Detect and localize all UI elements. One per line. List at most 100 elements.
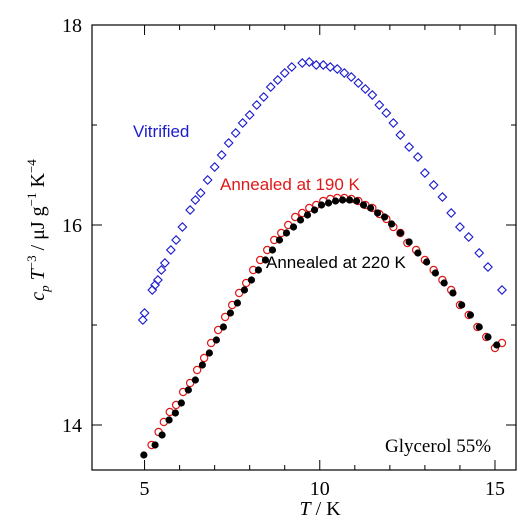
data-point	[258, 92, 269, 102]
data-point	[381, 108, 392, 118]
data-point	[240, 286, 249, 294]
data-point	[275, 236, 284, 244]
tick-labels: 5 10 15 14 16 18	[62, 15, 505, 500]
data-point	[223, 138, 234, 148]
data-point	[216, 150, 227, 160]
data-point	[458, 301, 466, 309]
data-point	[339, 68, 350, 78]
data-point	[482, 262, 493, 272]
data-point	[158, 431, 166, 439]
data-point	[233, 299, 242, 307]
data-point	[198, 361, 206, 369]
data-point	[272, 75, 283, 85]
x-axis-label: T / K	[299, 498, 341, 520]
data-point	[359, 201, 368, 209]
data-point	[318, 60, 329, 70]
data-point	[324, 199, 333, 207]
data-point	[297, 58, 308, 68]
data-point	[268, 246, 277, 254]
data-point	[192, 365, 202, 375]
data-point	[423, 258, 431, 266]
data-point	[353, 78, 364, 88]
data-point	[317, 201, 326, 209]
data-point	[412, 152, 423, 162]
data-point	[360, 84, 371, 94]
data-point	[191, 376, 199, 384]
data-point	[237, 118, 248, 128]
label-annealed-220: Annealed at 220 K	[266, 253, 407, 272]
series-0	[137, 57, 507, 325]
data-point	[304, 57, 315, 67]
data-point	[185, 205, 196, 215]
data-point	[396, 229, 404, 237]
data-point	[279, 68, 290, 78]
data-point	[220, 312, 230, 322]
y-axis-label: cp T−3 / μJ g−1 K−4	[24, 159, 52, 301]
data-point	[159, 258, 170, 268]
data-point	[446, 208, 457, 218]
data-point	[219, 323, 228, 331]
data-point	[177, 399, 185, 407]
data-point	[346, 72, 357, 82]
data-point	[190, 195, 201, 205]
data-point	[289, 223, 298, 231]
label-vitrified: Vitrified	[133, 122, 189, 141]
data-point	[437, 192, 448, 202]
data-point	[265, 82, 276, 92]
data-point	[345, 196, 354, 204]
data-point	[325, 62, 336, 72]
data-point	[388, 118, 399, 128]
data-point	[171, 409, 179, 417]
axis-ticks	[92, 24, 516, 470]
data-point	[261, 256, 270, 264]
data-point	[440, 279, 448, 287]
data-point	[156, 265, 167, 275]
data-point	[352, 197, 361, 205]
data-point	[331, 197, 340, 205]
annotation-glycerol: Glycerol 55%	[385, 436, 491, 457]
x-tick-label: 15	[485, 478, 505, 500]
data-point	[466, 311, 475, 319]
data-point	[286, 62, 297, 72]
data-point	[404, 142, 415, 152]
x-tick-label: 10	[310, 478, 330, 500]
data-point	[474, 248, 485, 258]
data-point	[310, 206, 319, 214]
data-point	[484, 333, 492, 341]
data-point	[428, 180, 439, 190]
data-point	[139, 308, 150, 318]
y-tick-label: 14	[62, 415, 82, 437]
data-point	[405, 238, 413, 246]
data-points	[137, 57, 507, 459]
data-point	[431, 269, 440, 277]
data-point	[205, 349, 213, 357]
data-point	[303, 211, 312, 219]
label-annealed-190: Annealed at 190 K	[220, 175, 361, 194]
data-point	[373, 209, 382, 217]
data-point	[165, 245, 176, 255]
data-point	[254, 266, 263, 274]
plot-frame	[91, 24, 517, 471]
data-point	[171, 235, 182, 245]
data-point	[395, 130, 406, 140]
data-point	[195, 188, 206, 198]
data-point	[419, 168, 430, 178]
data-point	[380, 213, 389, 221]
data-point	[374, 100, 385, 110]
y-tick-label: 18	[62, 15, 82, 37]
data-point	[454, 222, 465, 232]
data-point	[332, 64, 343, 74]
data-point	[137, 315, 148, 325]
data-point	[177, 222, 188, 232]
data-point	[414, 249, 422, 257]
data-point	[226, 309, 235, 317]
data-point	[212, 336, 220, 344]
data-point	[282, 229, 291, 237]
data-point	[388, 220, 396, 228]
data-point	[247, 276, 256, 284]
data-point	[367, 90, 378, 100]
data-point	[497, 285, 507, 295]
series-2	[140, 196, 501, 459]
data-point	[311, 60, 322, 70]
